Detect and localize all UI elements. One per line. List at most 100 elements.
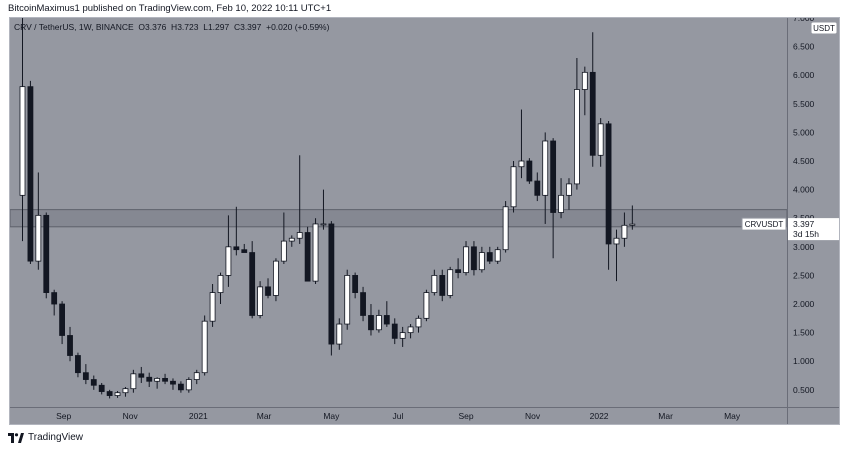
candle-body-down [138,373,145,378]
candle [82,364,89,385]
horizontal-zone [10,209,788,228]
candle [447,266,454,299]
price-tick-label: 6.500 [793,42,815,52]
candle [249,241,256,319]
candle-body-down [59,303,65,336]
candle-body-down [82,372,89,380]
candle-body-up [193,372,200,380]
price-tick-label: 1.500 [793,328,815,338]
candle [368,304,374,336]
candle-body-up [217,275,224,293]
candle-body-down [90,379,97,386]
candle-body-up [257,286,264,316]
price-tick-label: 1.000 [793,356,815,366]
candle-body-up [431,275,438,293]
publisher-header: BitcoinMaximus1 published on TradingView… [8,3,332,14]
candle-body-up [566,183,572,196]
candle-body-down [67,335,73,356]
price-tag-value: 3.397 [793,219,815,229]
price-tick-label: 5.000 [793,127,815,137]
candle [51,289,58,316]
price-tick-label: 2.000 [793,299,815,309]
candle [146,372,153,387]
candle [494,246,501,264]
candle [629,205,636,230]
candle [613,229,620,282]
candle-body-up [336,323,343,345]
candle-body-up [510,166,517,208]
candle-body-down [383,315,390,325]
candle [177,381,184,393]
candle-body-down [146,376,153,382]
candle-body-down [162,377,168,382]
time-tick-label: 2022 [590,411,609,421]
candle-body-up [407,326,414,334]
price-tick-label: 0.500 [793,385,815,395]
candlestick-chart[interactable]: 7.0006.5006.0005.5005.0004.5004.0003.500… [10,18,839,424]
candle [59,301,65,345]
candle [328,221,335,356]
last-price-tag: CRVUSDT 3.397 3d 15h [741,217,839,241]
candle-body-down [605,123,612,245]
candle [43,212,50,299]
time-tick-label: Sep [56,411,71,421]
symbol-tag-box [741,217,787,231]
candle-body-down [391,323,398,339]
candle [280,212,287,264]
candle [106,389,113,399]
candle [27,80,34,264]
price-tick-label: 6.000 [793,70,815,80]
price-tick-label: 5.500 [793,99,815,109]
chart-panel[interactable]: 7.0006.5006.0005.5005.0004.5004.0003.500… [9,17,840,425]
candle-body-up [423,292,430,319]
candle-body-up [19,86,26,196]
legend-close-value: 3.397 [240,22,262,32]
candle-body-down [360,292,366,316]
candle-body-up [494,249,501,262]
candle [273,258,279,302]
candle-body-up [209,292,216,322]
candle-body-up [581,71,588,90]
time-axis[interactable]: Sep Nov 2021 Mar May Jul Sep Nov 2022 Mar May [56,411,741,421]
candle [193,369,200,385]
candle-body-up [629,223,636,226]
price-tag-box [788,218,839,241]
candle [90,375,97,390]
tradingview-footer[interactable]: TradingView [8,431,83,445]
candle-body-up [35,214,42,262]
candle [336,318,343,350]
candle [542,132,549,224]
candle [621,212,628,247]
candle [391,318,398,345]
candle [471,241,477,276]
candle [399,326,406,347]
candle [360,286,366,322]
candle-body-down [43,214,50,293]
candle-body-up [273,260,279,296]
candle [75,352,81,378]
candle [114,390,121,398]
candle [463,241,469,276]
candle [67,326,73,362]
candle [478,246,485,273]
candle-body-up [621,224,628,239]
currency-label: USDT [813,24,835,33]
candle [304,226,311,282]
candle-body-up [613,237,620,245]
candle-body-down [352,275,359,293]
candle-body-up [518,160,525,168]
candle [35,172,42,270]
candle [265,278,271,299]
tradingview-logo-icon [8,433,24,443]
candle [439,269,446,302]
candle-body-down [106,391,113,396]
time-tick-label: 2021 [189,411,208,421]
candle-body-down [328,223,335,345]
candle [162,373,168,385]
candle [431,269,438,296]
time-tick-label: May [323,411,340,421]
candle [589,32,596,167]
time-tick-label: Jul [392,411,403,421]
candle [407,324,414,339]
candle-body-down [486,252,493,262]
